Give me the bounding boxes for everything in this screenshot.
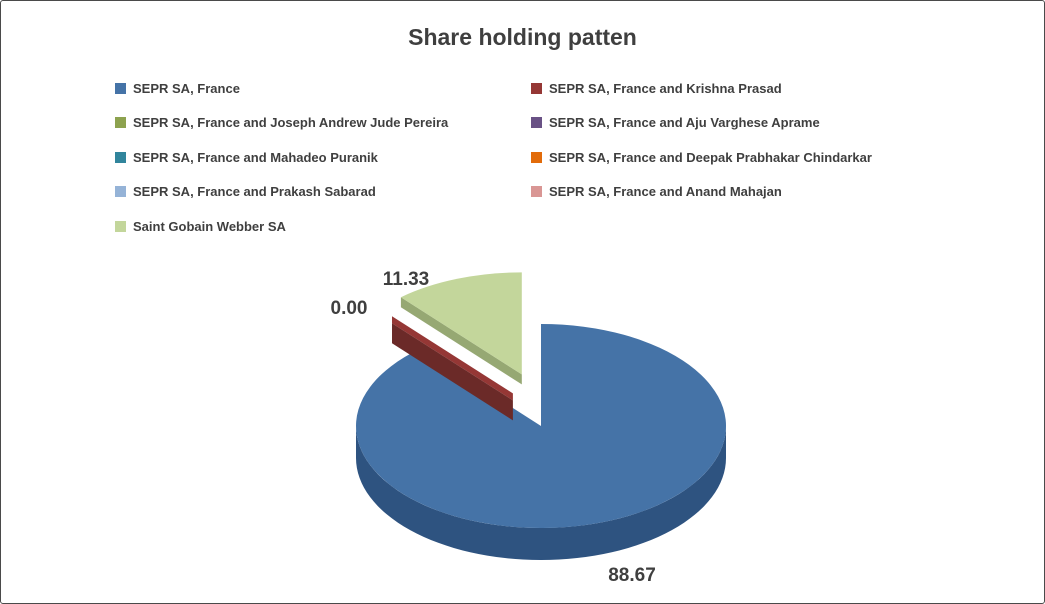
legend-label: SEPR SA, France xyxy=(133,80,240,96)
pie-slice-side-1 xyxy=(392,323,513,421)
legend-label: SEPR SA, France and Krishna Prasad xyxy=(549,80,782,96)
legend-swatch-icon xyxy=(531,151,542,163)
legend-item: SEPR SA, France and Deepak Prabhakar Chi… xyxy=(531,150,872,165)
legend-swatch-icon xyxy=(115,220,126,232)
legend-swatch-icon xyxy=(531,117,542,129)
pie-data-label: 0.00 xyxy=(331,298,368,319)
legend-swatch-icon xyxy=(531,186,542,198)
legend-item: SEPR SA, France and Prakash Sabarad xyxy=(115,184,531,199)
legend-swatch-icon xyxy=(115,117,126,129)
legend-label: SEPR SA, France and Mahadeo Puranik xyxy=(133,149,378,165)
legend-swatch-icon xyxy=(531,82,542,94)
legend-label: SEPR SA, France and Anand Mahajan xyxy=(549,184,782,200)
legend-label: SEPR SA, France and Prakash Sabarad xyxy=(133,184,376,200)
legend-item: SEPR SA, France and Anand Mahajan xyxy=(531,184,872,199)
legend-label: SEPR SA, France and Aju Varghese Aprame xyxy=(549,115,820,131)
legend-swatch-icon xyxy=(115,186,126,198)
pie-slice-edge-8 xyxy=(400,297,522,385)
legend-label: Saint Gobain Webber SA xyxy=(133,218,286,234)
legend-label: SEPR SA, France and Deepak Prabhakar Chi… xyxy=(549,149,872,165)
legend-label: SEPR SA, France and Joseph Andrew Jude P… xyxy=(133,115,449,131)
pie-slice-top-1 xyxy=(392,316,513,401)
legend-item: Saint Gobain Webber SA xyxy=(115,219,531,234)
pie-slice-rim-0 xyxy=(356,426,726,560)
legend-item: SEPR SA, France xyxy=(115,81,531,96)
legend-swatch-icon xyxy=(115,82,126,94)
pie-data-label: 11.33 xyxy=(383,269,430,290)
legend-item: SEPR SA, France and Aju Varghese Aprame xyxy=(531,115,872,130)
legend-item: SEPR SA, France and Krishna Prasad xyxy=(531,81,872,96)
pie-data-label: 88.67 xyxy=(608,565,656,586)
chart-legend: SEPR SA, France SEPR SA, France and Krish… xyxy=(115,71,872,244)
legend-swatch-icon xyxy=(115,151,126,163)
legend-item: SEPR SA, France and Mahadeo Puranik xyxy=(115,150,531,165)
chart-title: Share holding patten xyxy=(408,24,637,50)
legend-item: SEPR SA, France and Joseph Andrew Jude P… xyxy=(115,115,531,130)
pie-slice-top-8 xyxy=(400,272,522,375)
